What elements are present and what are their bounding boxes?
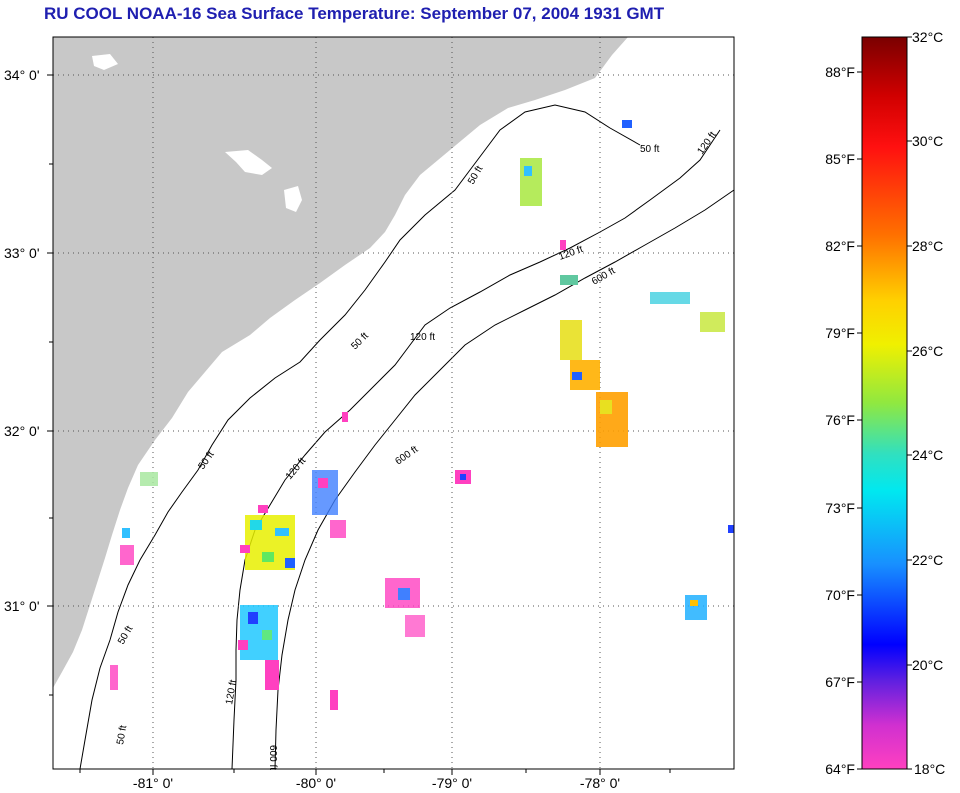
sst-patch: [650, 292, 725, 332]
map-title: RU COOL NOAA-16 Sea Surface Temperature:…: [44, 4, 665, 23]
celsius-label: 20°C: [912, 657, 943, 673]
fahrenheit-label: 67°F: [825, 674, 855, 690]
lat-tick-label: 31° 0': [4, 598, 40, 614]
isobath-120ft: [231, 129, 721, 770]
isobath-label: 120 ft: [410, 332, 435, 343]
lat-tick-label: 33° 0': [4, 245, 40, 261]
isobath-label: 50 ft: [640, 144, 660, 155]
tick-marks: [47, 74, 671, 775]
celsius-label: 32°C: [912, 29, 943, 45]
sst-patch: [455, 470, 471, 484]
fahrenheit-label: 70°F: [825, 587, 855, 603]
celsius-label: 28°C: [912, 238, 943, 254]
celsius-label: 18°C: [914, 761, 945, 777]
sst-patch: [385, 578, 425, 637]
inland-lake: [92, 54, 118, 70]
lon-tick-label: -81° 0': [133, 775, 173, 791]
inland-lake: [284, 186, 302, 212]
fahrenheit-label: 64°F: [825, 761, 855, 777]
lon-tick-label: -78° 0': [580, 775, 620, 791]
fahrenheit-label: 88°F: [825, 64, 855, 80]
sst-data-patches: [110, 120, 734, 710]
isobath-label: 50 ft: [115, 724, 129, 745]
fahrenheit-label: 85°F: [825, 151, 855, 167]
fahrenheit-label: 73°F: [825, 500, 855, 516]
colorbar-gradient: [861, 36, 908, 770]
lon-tick-label: -79° 0': [432, 775, 472, 791]
lat-tick-label: 32° 0': [4, 423, 40, 439]
sst-map: 50 ft 50 ft 50 ft 50 ft 50 ft 50 ft 120 …: [4, 36, 735, 791]
celsius-label: 24°C: [912, 447, 943, 463]
celsius-label: 22°C: [912, 552, 943, 568]
fahrenheit-label: 79°F: [825, 325, 855, 341]
isobath-50ft: [79, 104, 641, 770]
sst-patch: [110, 120, 734, 710]
lat-tick-label: 34° 0': [4, 67, 40, 83]
sst-patch: [685, 595, 707, 620]
isobath-600ft: [274, 189, 735, 770]
celsius-label: 26°C: [912, 343, 943, 359]
fahrenheit-label: 76°F: [825, 412, 855, 428]
sst-patch: [312, 470, 346, 538]
sst-patch: [560, 275, 628, 447]
sst-patch: [240, 505, 295, 570]
celsius-label: 30°C: [912, 133, 943, 149]
isobath-label: 600 ft: [267, 745, 278, 770]
map-frame: [52, 36, 735, 770]
sst-patch: [238, 605, 279, 690]
lon-tick-label: -80° 0': [296, 775, 336, 791]
isobath-label: 120 ft: [224, 679, 239, 706]
colorbar-ticks: [857, 36, 912, 770]
land-mass: [53, 37, 628, 688]
sst-patch: [520, 158, 542, 206]
fahrenheit-label: 82°F: [825, 238, 855, 254]
inland-lake: [225, 150, 272, 175]
